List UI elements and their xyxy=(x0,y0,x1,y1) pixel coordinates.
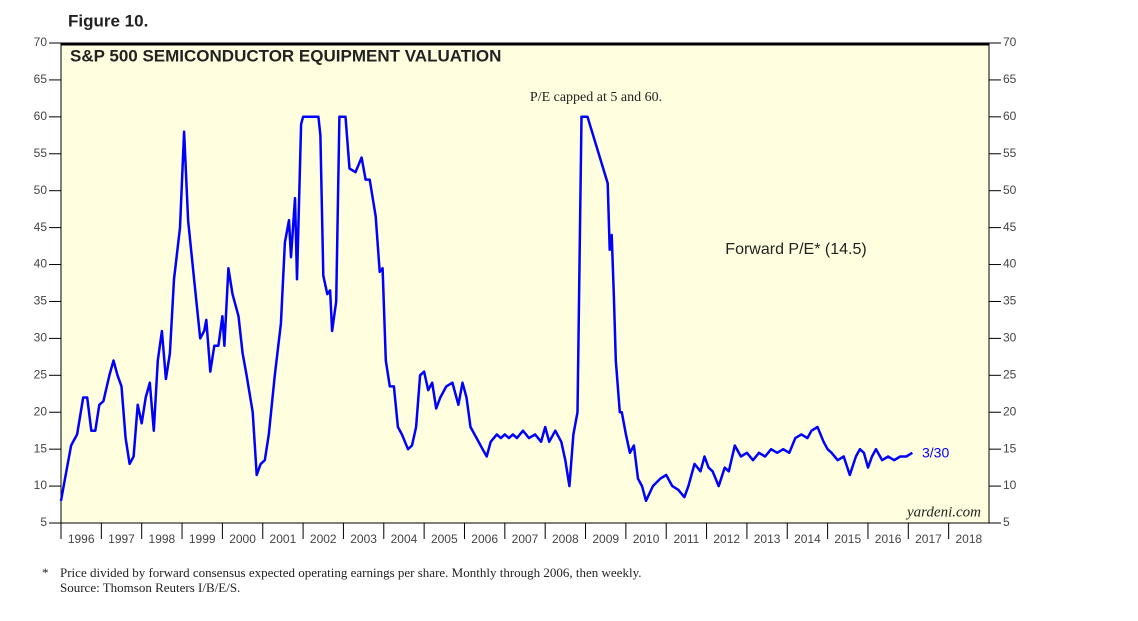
x-tick-label: 2015 xyxy=(834,532,861,546)
y2-tick-label: 40 xyxy=(1003,257,1017,271)
plot-area xyxy=(60,42,990,524)
x-tick-label: 2013 xyxy=(754,532,781,546)
figure-label: Figure 10. xyxy=(68,11,148,30)
x-tick-label: 2001 xyxy=(270,532,297,546)
annotation: 3/30 xyxy=(922,445,949,461)
y2-tick-label: 60 xyxy=(1003,109,1017,123)
y2-tick-label: 15 xyxy=(1003,441,1017,455)
y-tick-label: 40 xyxy=(34,257,48,271)
y-tick-label: 60 xyxy=(34,109,48,123)
y-tick-label: 35 xyxy=(34,294,48,308)
x-tick-label: 2016 xyxy=(875,532,902,546)
x-tick-label: 2004 xyxy=(391,532,418,546)
annotation: Forward P/E* (14.5) xyxy=(725,241,866,258)
y2-tick-label: 10 xyxy=(1003,478,1017,492)
y2-tick-label: 65 xyxy=(1003,72,1017,86)
y-tick-label: 55 xyxy=(34,146,48,160)
y-tick-label: 50 xyxy=(34,183,48,197)
footnote: Price divided by forward consensus expec… xyxy=(60,565,641,580)
y2-tick-label: 45 xyxy=(1003,220,1017,234)
x-tick-label: 2002 xyxy=(310,532,337,546)
x-tick-label: 2010 xyxy=(633,532,660,546)
y2-tick-label: 30 xyxy=(1003,331,1017,345)
y2-tick-label: 55 xyxy=(1003,146,1017,160)
chart-title: S&P 500 SEMICONDUCTOR EQUIPMENT VALUATIO… xyxy=(70,46,501,65)
watermark: yardeni.com xyxy=(905,504,981,520)
x-tick-label: 1996 xyxy=(68,532,95,546)
x-tick-label: 1999 xyxy=(189,532,216,546)
x-tick-label: 2011 xyxy=(673,532,699,546)
annotation: P/E capped at 5 and 60. xyxy=(530,90,662,105)
x-tick-label: 2000 xyxy=(229,532,256,546)
y2-tick-label: 25 xyxy=(1003,367,1017,381)
x-tick-label: 2017 xyxy=(915,532,942,546)
x-tick-label: 2008 xyxy=(552,532,579,546)
y-tick-label: 10 xyxy=(34,478,48,492)
footnote-marker: * xyxy=(42,565,49,580)
x-tick-label: 1998 xyxy=(149,532,176,546)
y2-tick-label: 70 xyxy=(1003,35,1017,49)
y2-tick-label: 50 xyxy=(1003,183,1017,197)
y-tick-label: 15 xyxy=(34,441,48,455)
y-tick-label: 65 xyxy=(34,72,48,86)
y-tick-label: 30 xyxy=(34,331,48,345)
x-tick-label: 2007 xyxy=(512,532,539,546)
x-tick-label: 2014 xyxy=(794,532,821,546)
y-tick-label: 70 xyxy=(34,35,48,49)
y-tick-label: 20 xyxy=(34,404,48,418)
y-tick-label: 45 xyxy=(34,220,48,234)
y2-tick-label: 35 xyxy=(1003,294,1017,308)
y-tick-label: 25 xyxy=(34,367,48,381)
y2-tick-label: 20 xyxy=(1003,404,1017,418)
x-tick-label: 2009 xyxy=(592,532,619,546)
x-tick-label: 2005 xyxy=(431,532,458,546)
y-tick-label: 5 xyxy=(40,515,47,529)
x-tick-label: 2018 xyxy=(955,532,982,546)
data-line xyxy=(59,115,913,503)
y2-tick-label: 5 xyxy=(1003,515,1010,529)
x-tick-label: 1997 xyxy=(108,532,135,546)
x-tick-label: 2012 xyxy=(713,532,740,546)
footnote: Source: Thomson Reuters I/B/E/S. xyxy=(60,580,240,595)
x-tick-label: 2006 xyxy=(471,532,498,546)
x-tick-label: 2003 xyxy=(350,532,377,546)
